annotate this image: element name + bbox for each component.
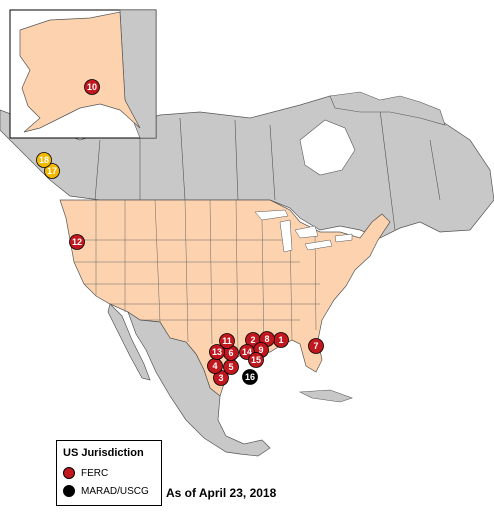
site-marker-18: 18 [36,152,52,168]
marker-label: 15 [251,355,261,365]
site-marker-7: 7 [308,338,324,354]
marker-label: 16 [245,372,255,382]
marker-label: 18 [39,155,49,165]
legend: US Jurisdiction FERC MARAD/USCG [56,440,162,506]
marker-label: 14 [242,347,252,357]
marad-dot-icon [63,485,75,497]
marker-label: 10 [87,82,97,92]
as-of-date: As of April 23, 2018 [166,486,277,500]
marker-label: 9 [258,345,263,355]
site-marker-17: 17 [44,163,60,179]
marker-label: 5 [228,362,233,372]
legend-label-marad: MARAD/USCG [81,485,149,497]
marker-circle [219,333,235,349]
marker-label: 17 [47,166,57,176]
marker-circle [242,369,258,385]
caribbean-islands [298,389,353,403]
marker-label: 6 [228,348,233,358]
mexico-landmass [127,311,271,457]
marker-circle [69,234,85,250]
marker-circle [44,163,60,179]
legend-item-ferc: FERC [63,467,108,479]
site-marker-15: 15 [248,352,264,368]
site-marker-1: 1 [273,332,289,348]
ferc-dot-icon [63,467,75,479]
marker-circle [209,344,225,360]
site-marker-11: 11 [219,333,235,349]
marker-circle [308,338,324,354]
site-marker-13: 13 [209,344,225,360]
marker-label: 1 [278,335,283,345]
legend-label-ferc: FERC [81,467,109,479]
site-marker-4: 4 [207,358,223,374]
marker-label: 7 [313,341,318,351]
site-marker-10: 10 [84,79,100,95]
legend-item-marad: MARAD/USCG [63,485,149,497]
marker-label: 8 [264,334,269,344]
site-marker-12: 12 [69,234,85,250]
marker-label: 2 [250,335,255,345]
site-marker-16: 16 [242,369,258,385]
marker-circle [36,152,52,168]
legend-title: US Jurisdiction [63,447,144,459]
marker-label: 12 [72,237,82,247]
marker-circle [84,79,100,95]
site-marker-5: 5 [223,359,239,375]
baja-california [107,303,151,381]
marker-label: 11 [222,336,232,346]
alaska-landmass [19,11,141,133]
hudson-bay [299,119,356,176]
marker-label: 13 [212,347,222,357]
marker-label: 3 [218,373,223,383]
marker-label: 4 [212,361,217,371]
arctic-islands [329,91,446,126]
great-lakes [254,209,353,253]
marker-circle [248,352,264,368]
